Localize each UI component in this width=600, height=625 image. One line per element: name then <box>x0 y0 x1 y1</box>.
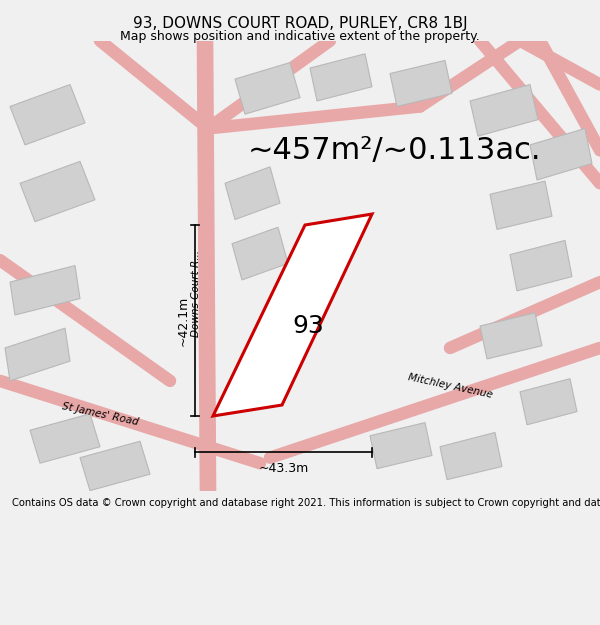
Polygon shape <box>232 228 288 280</box>
Polygon shape <box>510 241 572 291</box>
Polygon shape <box>440 432 502 479</box>
Polygon shape <box>235 62 300 114</box>
Polygon shape <box>213 214 372 416</box>
Text: Map shows position and indicative extent of the property.: Map shows position and indicative extent… <box>120 30 480 42</box>
Polygon shape <box>370 422 432 469</box>
Polygon shape <box>10 266 80 315</box>
Text: St James' Road: St James' Road <box>61 401 139 427</box>
Text: Downs Court R...: Downs Court R... <box>191 249 201 337</box>
Text: Mitchley Avenue: Mitchley Avenue <box>407 372 493 400</box>
Polygon shape <box>10 84 85 145</box>
Text: Contains OS data © Crown copyright and database right 2021. This information is : Contains OS data © Crown copyright and d… <box>12 498 600 508</box>
Polygon shape <box>5 328 70 381</box>
Polygon shape <box>520 379 577 425</box>
Polygon shape <box>480 313 542 359</box>
Text: 93: 93 <box>292 314 324 338</box>
Polygon shape <box>390 61 452 106</box>
Text: 93, DOWNS COURT ROAD, PURLEY, CR8 1BJ: 93, DOWNS COURT ROAD, PURLEY, CR8 1BJ <box>133 16 467 31</box>
Text: ~43.3m: ~43.3m <box>259 462 308 475</box>
Polygon shape <box>30 414 100 463</box>
Polygon shape <box>310 54 372 101</box>
Polygon shape <box>530 128 592 180</box>
Polygon shape <box>80 441 150 491</box>
Polygon shape <box>470 84 538 136</box>
Polygon shape <box>225 167 280 219</box>
Text: ~42.1m: ~42.1m <box>176 296 190 346</box>
Polygon shape <box>20 161 95 222</box>
Text: ~457m²/~0.113ac.: ~457m²/~0.113ac. <box>248 136 542 165</box>
Polygon shape <box>490 181 552 229</box>
